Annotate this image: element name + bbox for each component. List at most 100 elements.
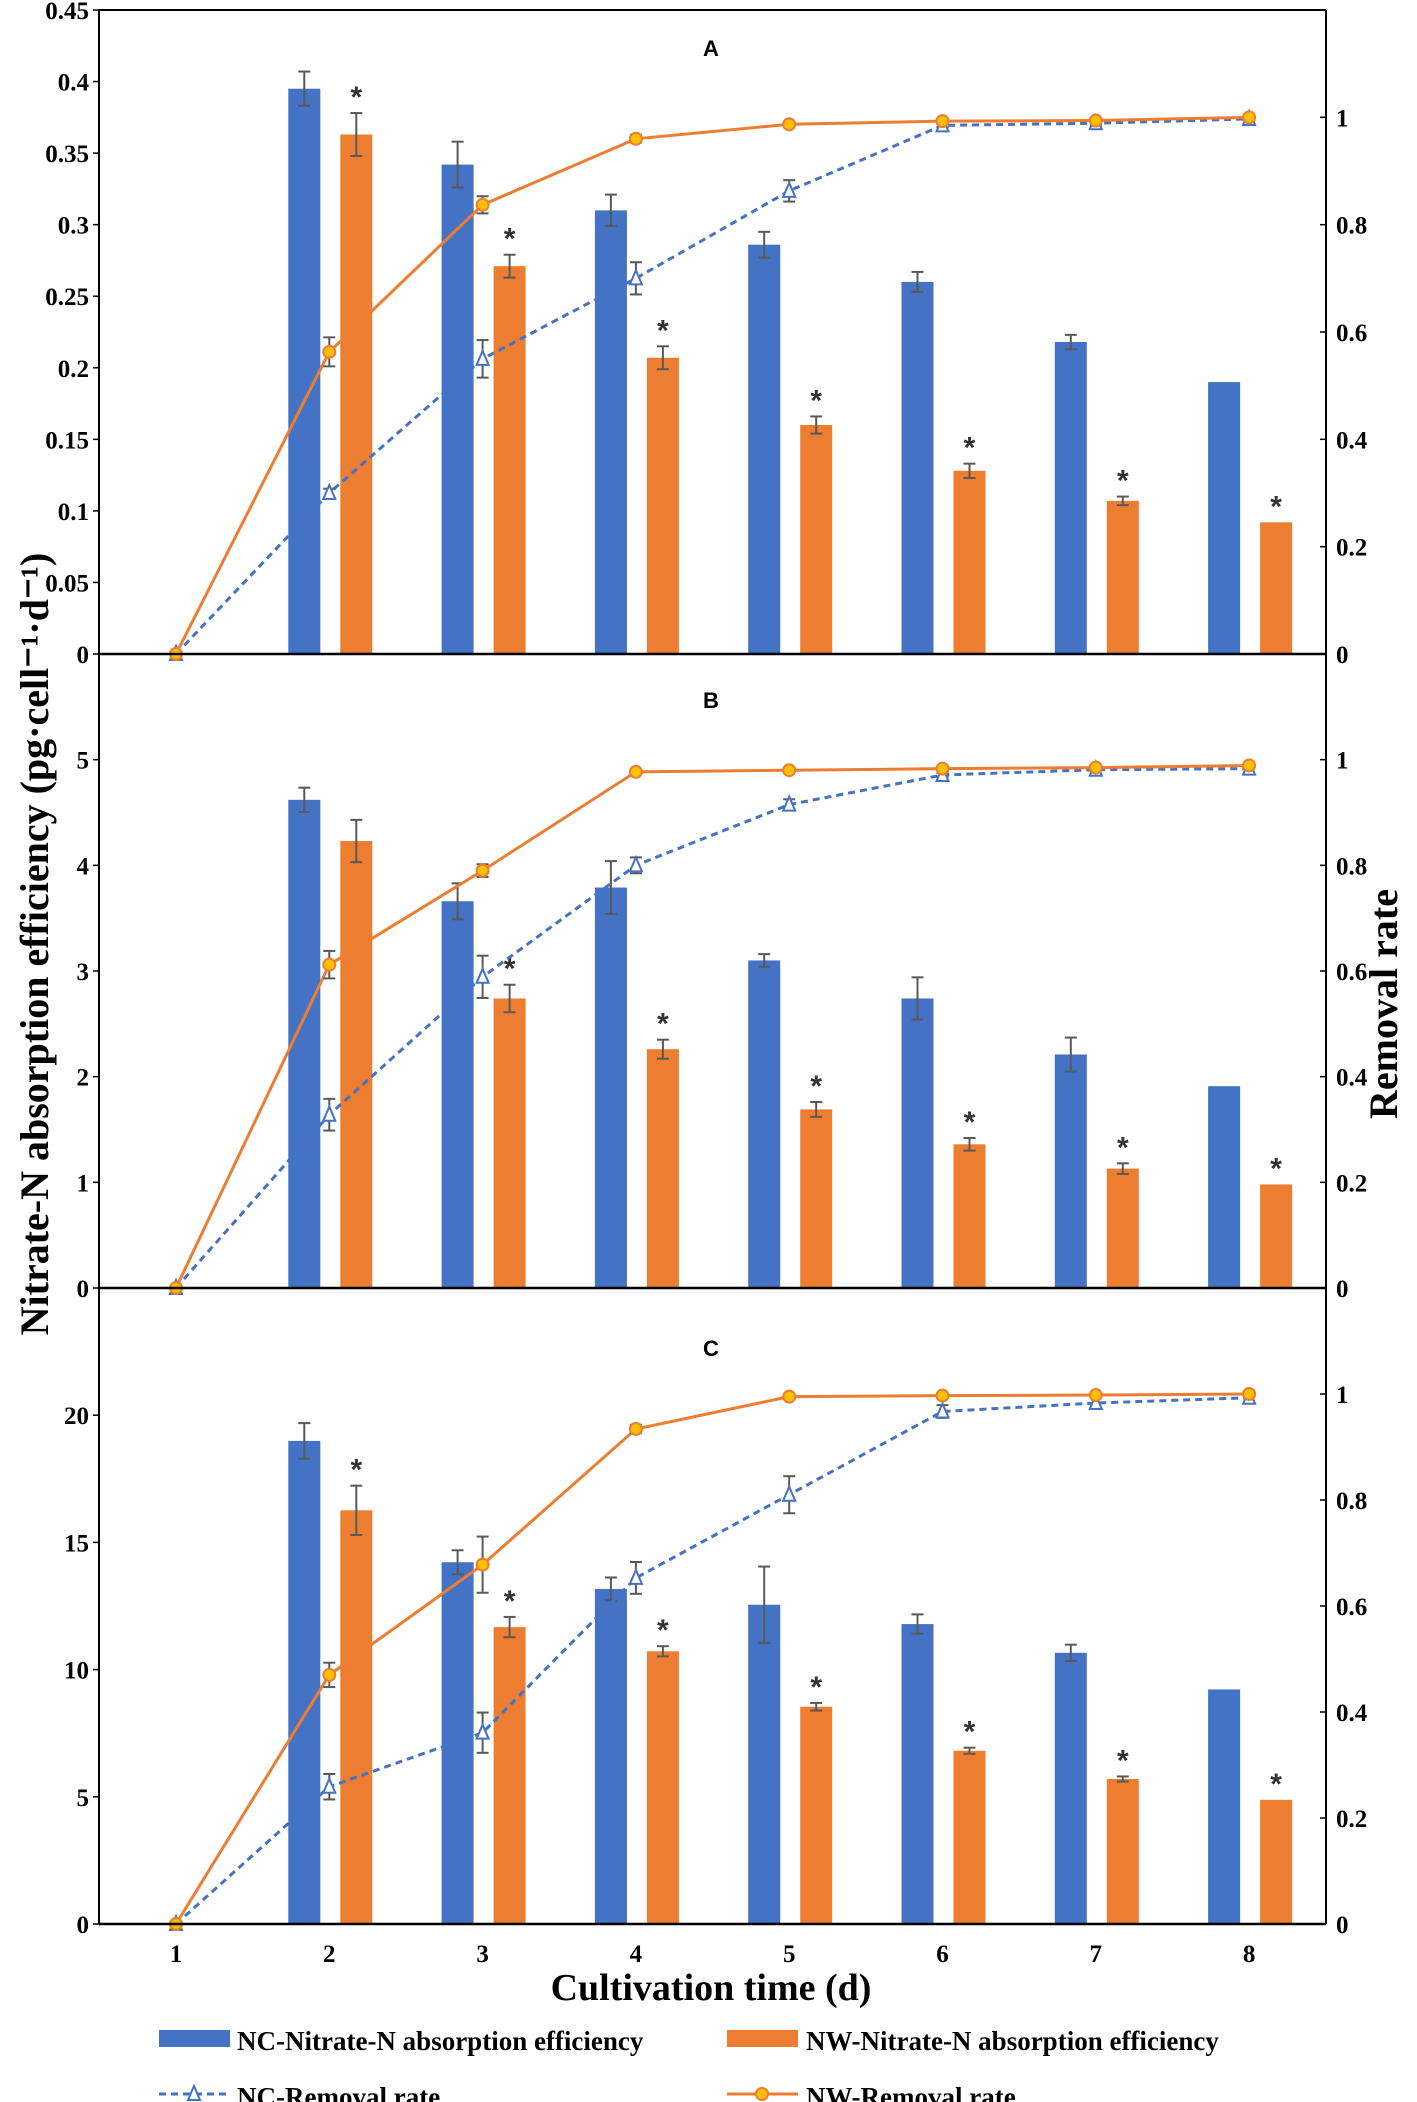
nc-absorption-bar bbox=[594, 210, 627, 654]
nc-removal-point bbox=[475, 348, 491, 366]
y2-tick-label: 0.2 bbox=[1336, 1170, 1367, 1197]
nc-absorption-bar bbox=[748, 244, 781, 655]
significance-asterisk: * bbox=[1117, 465, 1129, 498]
nw-removal-point bbox=[782, 1389, 797, 1404]
nw-removal-point bbox=[782, 117, 797, 132]
nw-removal-point bbox=[1088, 1388, 1103, 1403]
nw-removal-point bbox=[628, 764, 643, 779]
nc-absorption-bar bbox=[748, 960, 781, 1288]
nc-removal-point bbox=[628, 267, 644, 286]
significance-asterisk: * bbox=[350, 81, 362, 114]
nw-absorption-bar bbox=[1106, 500, 1139, 654]
nc-absorption-bar bbox=[1054, 1652, 1087, 1924]
nw-absorption-bar bbox=[800, 1706, 833, 1924]
y-tick-label: 20 bbox=[64, 1403, 89, 1430]
nc-absorption-bar bbox=[901, 1624, 934, 1924]
x-tick-label: 1 bbox=[170, 1941, 183, 1968]
nc-absorption-bar bbox=[288, 1440, 321, 1924]
y2-tick-label: 0.4 bbox=[1336, 427, 1368, 454]
nc-absorption-bar bbox=[594, 887, 627, 1288]
significance-asterisk: * bbox=[657, 314, 669, 347]
nc-absorption-bar bbox=[288, 88, 321, 654]
legend-marker-nw-removal bbox=[755, 2087, 769, 2101]
nw-absorption-bar bbox=[1106, 1168, 1139, 1288]
nc-removal-point bbox=[781, 180, 797, 198]
nc-absorption-bar bbox=[441, 901, 474, 1288]
y2-tick-label: 1 bbox=[1336, 105, 1349, 132]
y2-tick-label: 0.6 bbox=[1336, 320, 1367, 347]
y-tick-label: 3 bbox=[77, 959, 90, 986]
legend-label: NW-Removal rate bbox=[806, 2082, 1016, 2102]
x-tick-label: 7 bbox=[1090, 1941, 1103, 1968]
nc-removal-point bbox=[628, 1567, 644, 1585]
nw-absorption-bar bbox=[340, 841, 373, 1288]
nc-removal-line bbox=[174, 1396, 1250, 1926]
y2-tick-label: 0.6 bbox=[1336, 1594, 1367, 1621]
nw-removal-line bbox=[174, 763, 1250, 1289]
nw-removal-point bbox=[628, 1421, 643, 1436]
significance-asterisk: * bbox=[504, 1585, 516, 1618]
nc-removal-point bbox=[475, 1722, 491, 1740]
y-tick-label: 0.1 bbox=[58, 499, 89, 526]
nw-absorption-bar bbox=[1106, 1778, 1139, 1924]
significance-asterisk: * bbox=[1117, 1744, 1129, 1777]
nw-absorption-bar bbox=[953, 1750, 986, 1924]
legend-swatch-nw-absorption bbox=[727, 2030, 798, 2047]
nw-removal-point bbox=[475, 1557, 490, 1572]
x-tick-label: 8 bbox=[1243, 1941, 1256, 1968]
panel-label: B bbox=[703, 688, 719, 713]
y-tick-label: 0 bbox=[77, 1276, 90, 1303]
y-tick-label: 0 bbox=[77, 642, 90, 669]
x-tick-label: 2 bbox=[323, 1941, 336, 1968]
nw-absorption-bar bbox=[340, 134, 373, 655]
nc-absorption-bar bbox=[1054, 342, 1087, 654]
y2-axis-title: Removal rate bbox=[1361, 889, 1406, 1119]
significance-asterisk: * bbox=[657, 1008, 669, 1041]
nc-removal-point bbox=[321, 1104, 337, 1122]
nw-removal-line bbox=[174, 115, 1250, 655]
y-tick-label: 0.4 bbox=[58, 70, 90, 97]
x-tick-label: 5 bbox=[783, 1941, 796, 1968]
nw-removal-point bbox=[322, 957, 337, 972]
y-tick-label: 0.3 bbox=[58, 213, 89, 240]
nc-removal-point bbox=[934, 1400, 951, 1419]
nw-absorption-bar bbox=[953, 1144, 986, 1288]
nc-removal-point bbox=[628, 854, 644, 873]
nw-absorption-bar bbox=[953, 470, 986, 654]
nc-absorption-bar bbox=[1208, 1086, 1241, 1288]
significance-asterisk: * bbox=[964, 1106, 976, 1139]
legend-label: NC-Nitrate-N absorption efficiency bbox=[237, 2026, 644, 2056]
y-tick-label: 1 bbox=[77, 1170, 90, 1197]
y-tick-label: 0.25 bbox=[45, 284, 89, 311]
significance-asterisk: * bbox=[1117, 1131, 1129, 1164]
nw-removal-point bbox=[935, 761, 950, 776]
nw-absorption-bar bbox=[493, 1627, 526, 1924]
nw-absorption-bar bbox=[493, 998, 526, 1288]
nw-absorption-bar bbox=[1260, 1799, 1293, 1924]
y2-tick-label: 0.2 bbox=[1336, 535, 1367, 562]
significance-asterisk: * bbox=[657, 1614, 669, 1647]
y2-tick-label: 1 bbox=[1336, 1382, 1349, 1409]
nw-absorption-bar bbox=[646, 357, 679, 654]
panel-label: C bbox=[703, 1336, 719, 1361]
nw-removal-point bbox=[475, 197, 490, 212]
nw-removal-point bbox=[322, 344, 337, 359]
nw-removal-point bbox=[1088, 760, 1103, 775]
y-tick-label: 5 bbox=[77, 1785, 90, 1812]
nc-absorption-bar bbox=[901, 998, 934, 1288]
y-tick-label: 0.35 bbox=[45, 141, 89, 168]
y-tick-label: 0.05 bbox=[45, 570, 89, 597]
legend-label: NC-Removal rate bbox=[237, 2082, 440, 2102]
nc-removal-point bbox=[321, 1776, 337, 1794]
nw-absorption-bar bbox=[646, 1651, 679, 1924]
nc-absorption-bar bbox=[901, 281, 934, 654]
significance-asterisk: * bbox=[504, 953, 516, 986]
significance-asterisk: * bbox=[504, 223, 516, 256]
y-tick-label: 10 bbox=[64, 1658, 89, 1685]
significance-asterisk: * bbox=[1270, 1768, 1282, 1801]
y-tick-label: 4 bbox=[77, 853, 90, 880]
nc-removal-line bbox=[174, 117, 1250, 656]
nw-removal-point bbox=[935, 1388, 950, 1403]
nw-removal-point bbox=[475, 863, 490, 878]
nc-absorption-bar bbox=[594, 1588, 627, 1924]
